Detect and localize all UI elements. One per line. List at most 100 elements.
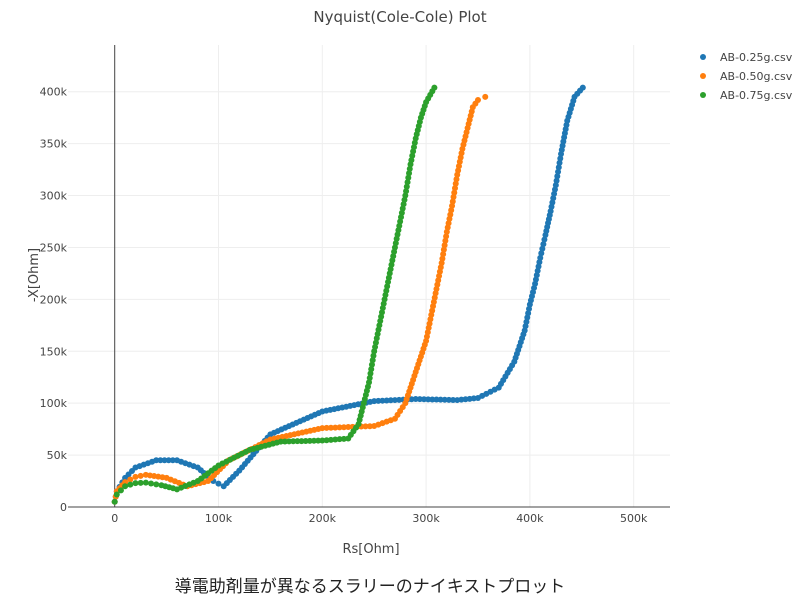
data-point (449, 198, 456, 205)
figure-caption: 導電助剤量が異なるスラリーのナイキストプロット (174, 577, 566, 597)
legend-marker (700, 73, 706, 79)
data-point (443, 233, 450, 240)
data-point (368, 361, 375, 368)
data-point (127, 476, 134, 483)
data-point (537, 254, 544, 261)
data-point (137, 479, 144, 486)
data-point (449, 202, 456, 209)
data-point (369, 357, 376, 364)
x-tick-label: 200k (309, 512, 337, 525)
data-point (340, 435, 347, 442)
data-point (122, 479, 129, 486)
legend-label: AB-0.75g.csv (720, 89, 793, 102)
data-point (362, 423, 369, 430)
grid (68, 45, 670, 507)
data-point (366, 374, 373, 381)
axes (68, 45, 670, 508)
data-point (340, 424, 347, 431)
data-point (554, 173, 561, 180)
legend-label: AB-0.25g.csv (720, 51, 793, 64)
y-tick-label: 100k (40, 397, 68, 410)
data-point (405, 174, 412, 181)
y-tick-label: 250k (40, 241, 68, 254)
data-point (215, 480, 222, 487)
data-point (319, 425, 326, 432)
y-tick-label: 350k (40, 138, 68, 151)
x-tick-label: 100k (205, 512, 233, 525)
data-point (370, 352, 377, 359)
data-point (439, 255, 446, 262)
data-point (431, 84, 438, 91)
data-point (153, 481, 160, 488)
data-point (552, 182, 559, 189)
data-point (323, 424, 330, 431)
x-axis-label: Rs[Ohm] (342, 542, 399, 557)
data-point (555, 164, 562, 171)
data-point (122, 483, 129, 490)
data-point (538, 250, 545, 257)
chart-canvas: Nyquist(Cole-Cole) Plot Rs[Ohm] -X[Ohm] … (27, 8, 793, 557)
data-point (319, 437, 326, 444)
data-point (474, 97, 481, 104)
legend-label: AB-0.50g.csv (720, 70, 793, 83)
x-tick-label: 0 (111, 512, 118, 525)
tick-labels: 0 100k 200k 300k 400k 500k 0 50k 100k 150k 200k 250… (40, 86, 648, 525)
data-point (117, 487, 124, 494)
x-tick-label: 400k (516, 512, 544, 525)
y-tick-label: 50k (47, 449, 68, 462)
data-point (452, 185, 458, 192)
data-point (482, 93, 489, 100)
data-point (452, 180, 459, 187)
data-point (323, 437, 330, 444)
data-point (165, 457, 172, 464)
data-point (127, 481, 134, 488)
data-point (406, 170, 413, 177)
data-point (555, 168, 562, 175)
data-point (440, 246, 447, 253)
data-point (368, 366, 375, 373)
data-point (403, 183, 410, 190)
data-point (169, 457, 176, 464)
data-point (553, 177, 560, 184)
data-point (438, 260, 445, 267)
data-point (336, 424, 343, 431)
y-tick-label: 0 (60, 501, 67, 514)
legend-marker (700, 92, 706, 98)
y-tick-label: 150k (40, 345, 68, 358)
data-point (332, 436, 339, 443)
data-point (557, 155, 564, 162)
y-tick-label: 200k (40, 293, 68, 306)
legend: AB-0.25g.csv AB-0.50g.csv AB-0.75g.csv (700, 51, 793, 102)
y-tick-label: 300k (40, 190, 68, 203)
data-point (336, 436, 343, 443)
data-point (148, 480, 155, 487)
data-point (153, 457, 160, 464)
data-point (132, 480, 139, 487)
data-point (132, 473, 139, 480)
data-point (142, 479, 149, 486)
data-point (403, 188, 410, 195)
data-point (556, 159, 563, 166)
data-point (402, 192, 409, 199)
data-point (450, 194, 457, 201)
data-point (327, 424, 334, 431)
chart-title: Nyquist(Cole-Cole) Plot (313, 8, 486, 26)
data-point (441, 242, 448, 249)
data-point (332, 424, 339, 431)
data-point (453, 176, 460, 183)
data-point (579, 84, 586, 91)
data-point (451, 189, 458, 196)
x-tick-label: 300k (412, 512, 440, 525)
data-point (540, 241, 547, 248)
data-point (157, 457, 164, 464)
data-point (113, 491, 120, 498)
data-point (111, 498, 118, 505)
y-axis-label: -X[Ohm] (27, 248, 42, 302)
data-point (442, 237, 449, 244)
data-point (541, 236, 548, 243)
legend-marker (700, 54, 706, 60)
data-point (367, 370, 374, 377)
data-point (366, 423, 373, 430)
x-tick-label: 500k (620, 512, 648, 525)
data-point (406, 165, 413, 172)
